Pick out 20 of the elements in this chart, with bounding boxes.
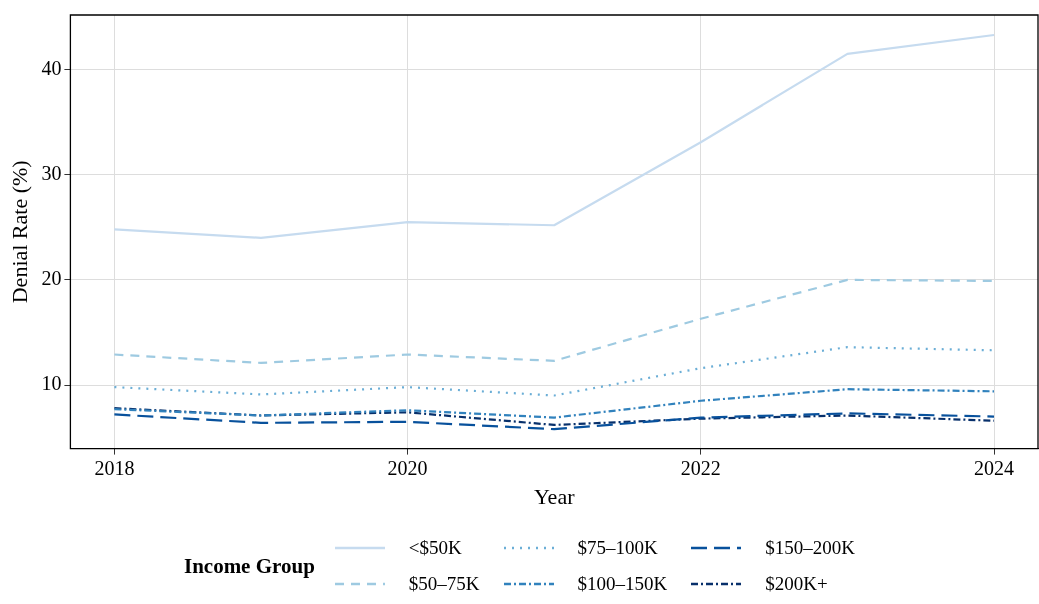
legend-label: $50–75K: [408, 573, 480, 595]
x-axis-title: Year: [533, 483, 576, 509]
y-axis-title: Denial Rate (%): [6, 160, 32, 304]
legend-label: $200K+: [765, 573, 828, 595]
x-tick-label: 2022: [680, 456, 721, 479]
legend-label: $100–150K: [577, 573, 668, 595]
line-series: [113, 407, 996, 427]
legend-title: Income Group: [183, 553, 315, 579]
line-series: [113, 412, 996, 431]
legend-label: <$50K: [408, 537, 462, 559]
legend-label: $75–100K: [577, 537, 658, 559]
y-tick-label: 40: [41, 56, 62, 79]
line-series: [113, 388, 996, 419]
x-tick-label: 2018: [94, 456, 135, 479]
legend-label: $150–200K: [765, 537, 856, 559]
x-tick-label: 2020: [387, 456, 428, 479]
x-tick-label: 2024: [974, 456, 1015, 479]
y-tick-label: 10: [41, 372, 62, 395]
y-tick-label: 20: [41, 267, 62, 290]
y-tick-label: 30: [41, 162, 62, 185]
